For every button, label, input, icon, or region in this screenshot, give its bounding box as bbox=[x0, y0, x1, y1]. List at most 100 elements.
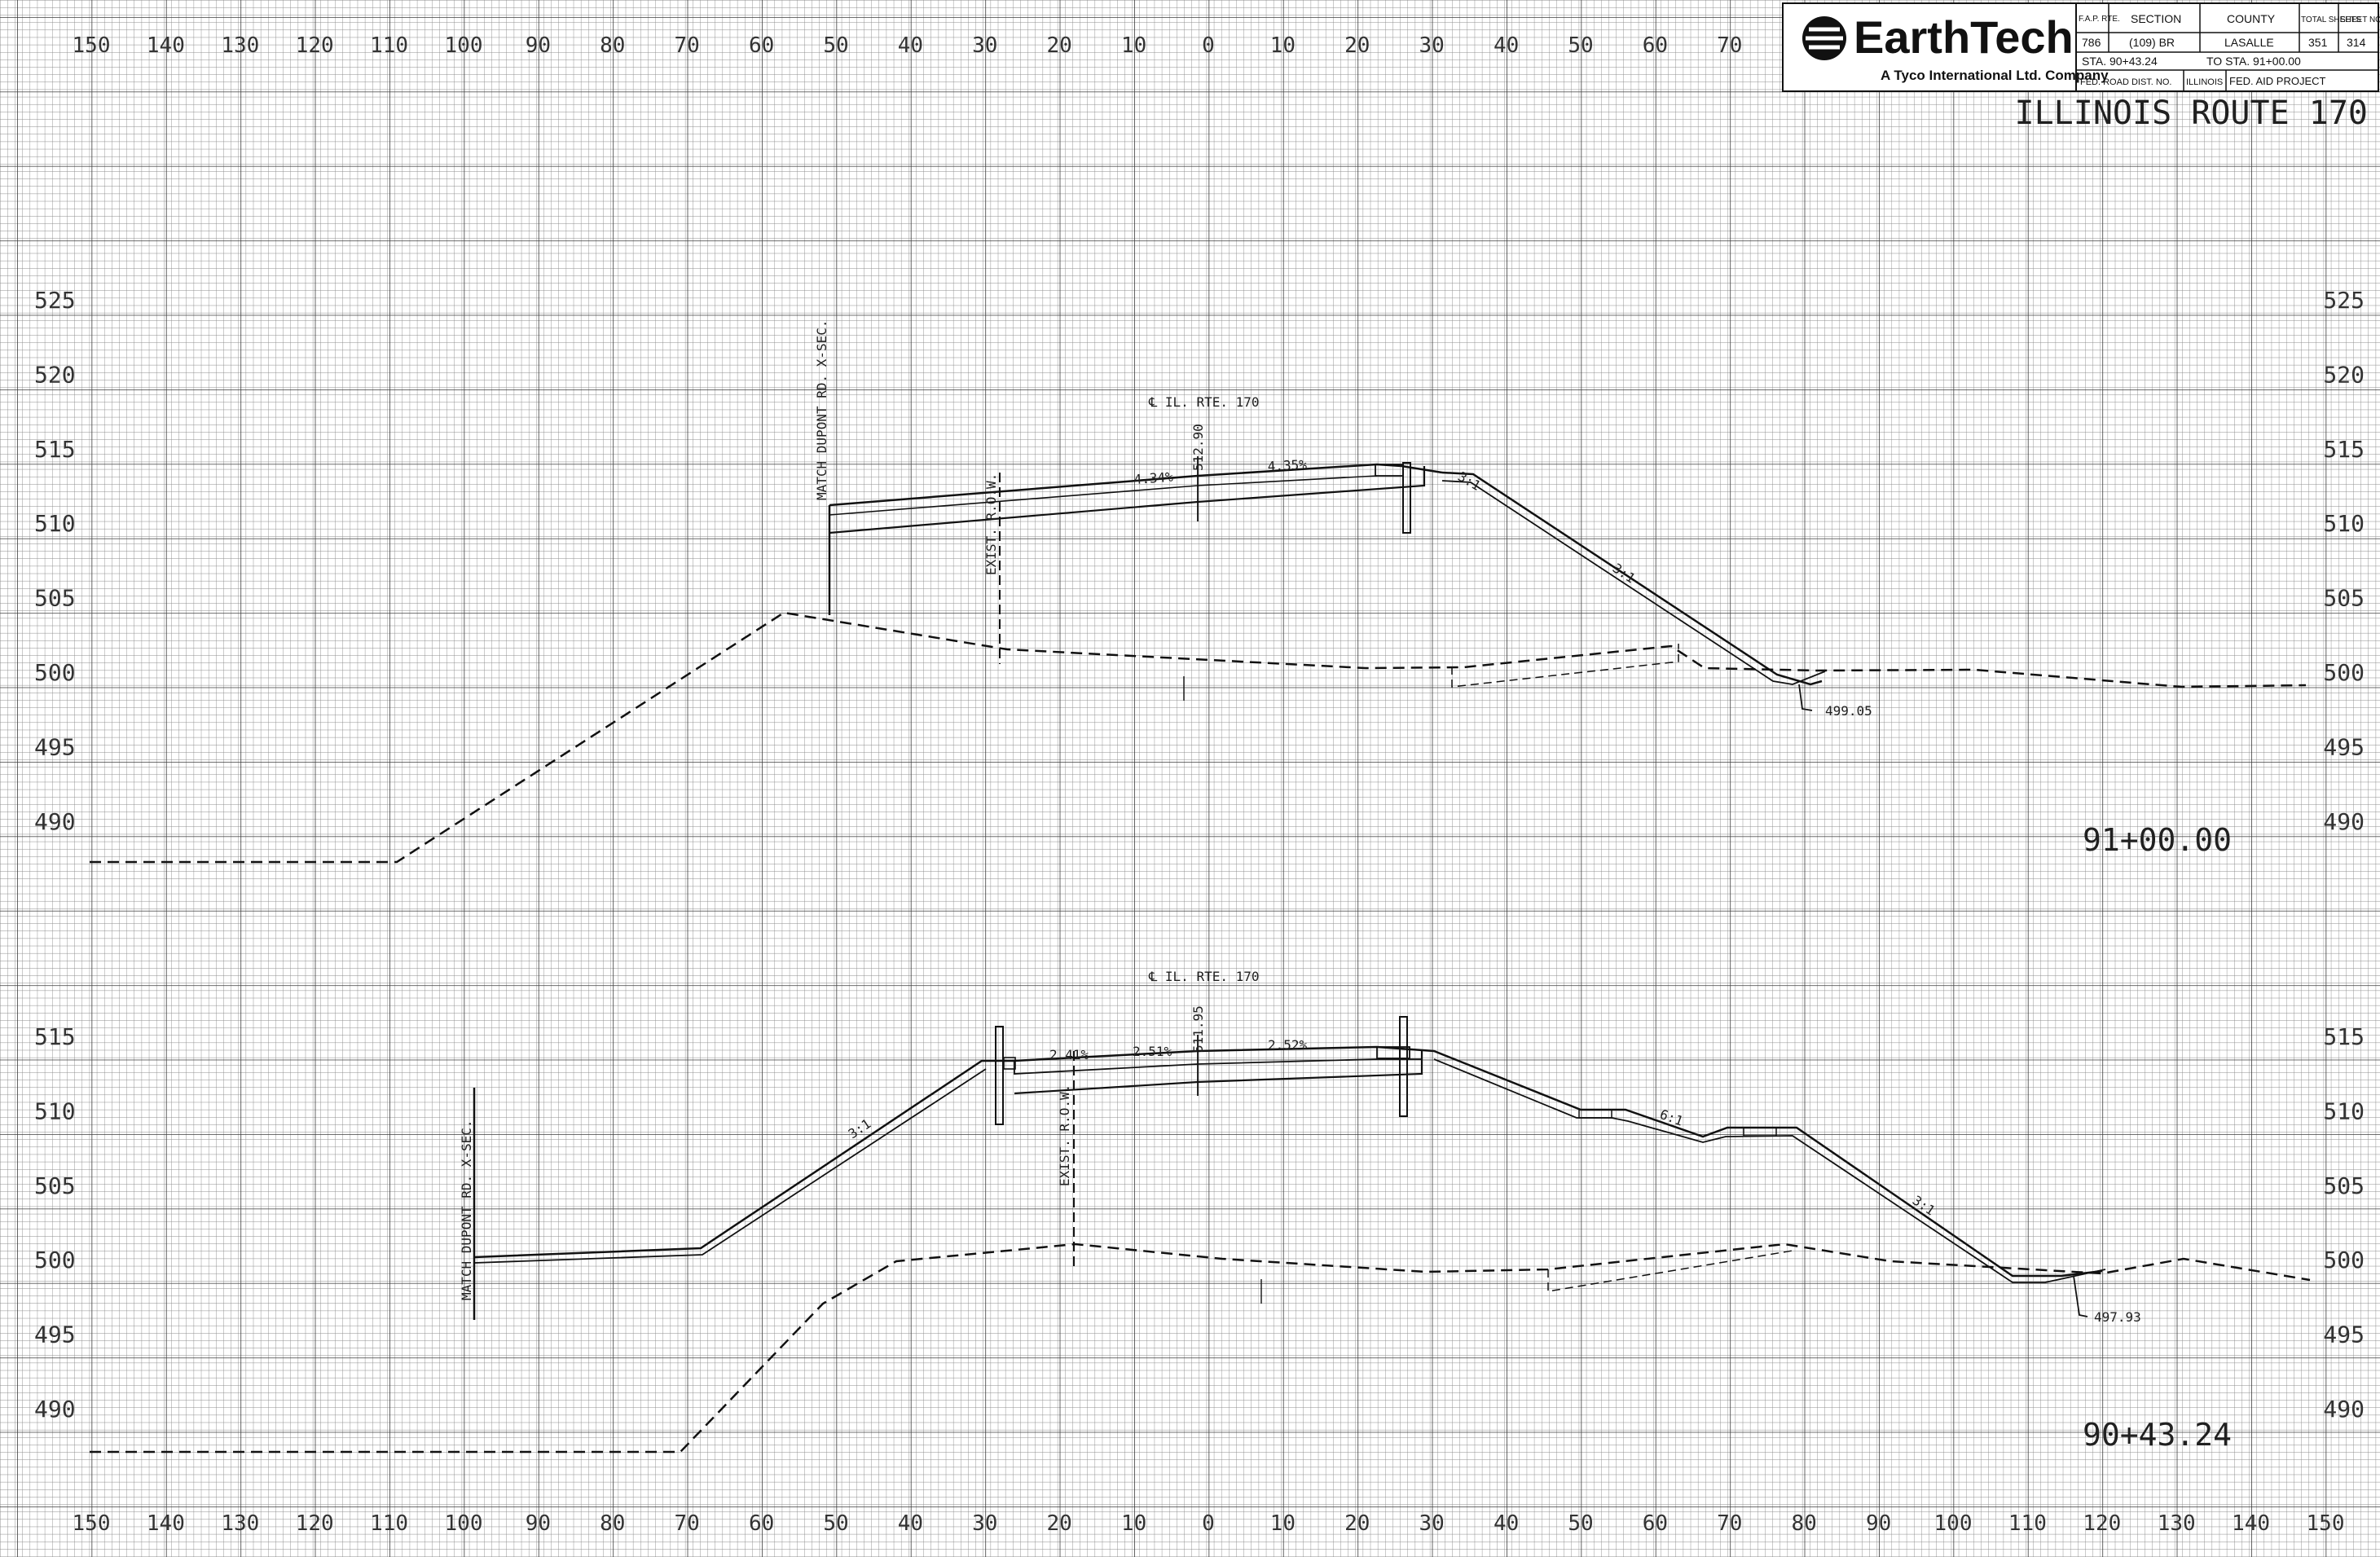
cross-slope-3: 2.52% bbox=[1268, 1037, 1308, 1053]
centerline-label: ℄ IL. RTE. 170 bbox=[1148, 394, 1260, 410]
county-header: COUNTY bbox=[2227, 12, 2276, 25]
cross-slope-2: 2.51% bbox=[1133, 1044, 1172, 1059]
elevation-tick-label: 490 bbox=[2323, 808, 2365, 835]
elevation-tick-label: 500 bbox=[34, 659, 76, 686]
offset-tick-label: 120 bbox=[2083, 1511, 2121, 1536]
station-from: STA. 90+43.24 bbox=[2082, 55, 2158, 68]
match-label: MATCH DUPONT RD. X-SEC. bbox=[814, 319, 829, 500]
centerline-elev: 511.95 bbox=[1190, 1005, 1206, 1053]
offset-tick-label: 0 bbox=[1202, 1511, 1215, 1536]
offset-tick-label: 90 bbox=[526, 1511, 551, 1536]
elevation-tick-label: 505 bbox=[34, 1172, 76, 1199]
match-label: MATCH DUPONT RD. X-SEC. bbox=[459, 1119, 474, 1300]
offset-tick-label: 100 bbox=[445, 1511, 483, 1536]
offset-tick-label: 110 bbox=[370, 33, 408, 58]
elevation-tick-label: 510 bbox=[34, 510, 76, 537]
cross-slope-right: 4.35% bbox=[1267, 456, 1307, 474]
offset-tick-label: 100 bbox=[445, 33, 483, 58]
station-label: 90+43.24 bbox=[2083, 1417, 2232, 1453]
offset-tick-label: 30 bbox=[972, 1511, 997, 1536]
existing-ground-line bbox=[90, 611, 2307, 864]
offset-tick-label: 50 bbox=[823, 33, 848, 58]
total-sheets-header: TOTAL SHEETS bbox=[2301, 15, 2361, 24]
offset-tick-label: 30 bbox=[1419, 33, 1445, 58]
offset-axis-top: 150 140 130 120 110 100 90 80 70 60 50 40 30 20 10 0 10 2… bbox=[73, 33, 1743, 58]
offset-tick-label: 40 bbox=[898, 33, 923, 58]
offset-tick-label: 110 bbox=[370, 1511, 408, 1536]
section-header: SECTION bbox=[2131, 12, 2181, 25]
company-tagline: A Tyco International Ltd. Company bbox=[1881, 68, 2109, 83]
offset-tick-label: 130 bbox=[221, 1511, 259, 1536]
ditch-elev: 497.93 bbox=[2094, 1309, 2141, 1325]
elevation-tick-label: 515 bbox=[2323, 1023, 2365, 1050]
elevation-tick-label: 490 bbox=[34, 808, 76, 835]
cross-slope-left: 4.34% bbox=[1133, 469, 1174, 487]
offset-tick-label: 50 bbox=[1568, 33, 1593, 58]
offset-tick-label: 10 bbox=[1121, 1511, 1146, 1536]
station-label: 91+00.00 bbox=[2083, 822, 2232, 858]
section-value: (109) BR bbox=[2129, 36, 2175, 49]
fed-road-dist: FED. ROAD DIST. NO. bbox=[2080, 77, 2171, 87]
row-label: EXIST. R.O.W. bbox=[1057, 1084, 1072, 1186]
total-sheets-value: 351 bbox=[2308, 36, 2328, 49]
offset-tick-label: 140 bbox=[2232, 1511, 2270, 1536]
elevation-tick-label: 520 bbox=[2323, 361, 2365, 388]
offset-tick-label: 20 bbox=[1344, 33, 1370, 58]
elevation-tick-label: 515 bbox=[34, 1023, 76, 1050]
offset-axis-bottom: 150 140 130 120 110 100 90 80 70 60 50 40 30 20 10 0 10 2… bbox=[73, 1511, 2345, 1536]
route-title: ILLINOIS ROUTE 170 bbox=[2015, 95, 2368, 132]
elevation-tick-label: 495 bbox=[34, 1322, 76, 1348]
county-value: LASALLE bbox=[2224, 36, 2274, 49]
offset-tick-label: 80 bbox=[600, 1511, 625, 1536]
offset-tick-label: 60 bbox=[1643, 33, 1668, 58]
offset-tick-label: 130 bbox=[2158, 1511, 2196, 1536]
offset-tick-label: 90 bbox=[1866, 1511, 1891, 1536]
offset-tick-label: 60 bbox=[749, 1511, 774, 1536]
offset-tick-label: 150 bbox=[2307, 1511, 2345, 1536]
offset-tick-label: 40 bbox=[898, 1511, 923, 1536]
offset-tick-label: 150 bbox=[73, 1511, 111, 1536]
offset-tick-label: 40 bbox=[1494, 33, 1519, 58]
sheet-no-header: SHEET NO. bbox=[2340, 15, 2380, 24]
offset-tick-label: 20 bbox=[1047, 33, 1072, 58]
offset-tick-label: 30 bbox=[1419, 1511, 1445, 1536]
offset-tick-label: 130 bbox=[221, 33, 259, 58]
elevation-tick-label: 495 bbox=[2323, 1322, 2365, 1348]
offset-tick-label: 120 bbox=[296, 33, 334, 58]
station-to: TO STA. 91+00.00 bbox=[2206, 55, 2301, 68]
offset-tick-label: 140 bbox=[147, 1511, 185, 1536]
ditch-elev: 499.05 bbox=[1825, 703, 1872, 719]
elevation-tick-label: 495 bbox=[34, 733, 76, 760]
earthtech-logo-icon bbox=[1802, 16, 1846, 60]
elevation-axis-section-2: 515 510 505 500 495 490 515 510 505 500 495 490 bbox=[34, 1023, 2365, 1423]
offset-tick-label: 50 bbox=[823, 1511, 848, 1536]
cross-section-90-43 bbox=[90, 1016, 2311, 1454]
offset-tick-label: 70 bbox=[675, 33, 700, 58]
offset-tick-label: 60 bbox=[1643, 1511, 1668, 1536]
elevation-tick-label: 500 bbox=[2323, 1247, 2365, 1273]
offset-tick-label: 10 bbox=[1270, 1511, 1296, 1536]
elevation-tick-label: 490 bbox=[34, 1396, 76, 1423]
row-label: EXIST. R.O.W. bbox=[983, 473, 999, 575]
rte-header: F.A.P. RTE. bbox=[2079, 15, 2120, 24]
elevation-tick-label: 495 bbox=[2323, 733, 2365, 760]
elevation-tick-label: 525 bbox=[2323, 287, 2365, 314]
offset-tick-label: 20 bbox=[1344, 1511, 1370, 1536]
offset-tick-label: 110 bbox=[2008, 1511, 2047, 1536]
company-name: EarthTech bbox=[1854, 11, 2074, 63]
elevation-tick-label: 505 bbox=[34, 585, 76, 612]
elevation-tick-label: 505 bbox=[2323, 1172, 2365, 1199]
offset-tick-label: 0 bbox=[1202, 33, 1215, 58]
elevation-tick-label: 515 bbox=[34, 436, 76, 463]
title-block: EarthTech A Tyco International Ltd. Comp… bbox=[1782, 2, 2380, 92]
elevation-tick-label: 520 bbox=[34, 361, 76, 388]
existing-ground-line bbox=[90, 1243, 2311, 1454]
cross-section-91-00 bbox=[90, 456, 2307, 864]
elevation-tick-label: 510 bbox=[34, 1097, 76, 1124]
centerline-label: ℄ IL. RTE. 170 bbox=[1148, 969, 1260, 984]
offset-tick-label: 140 bbox=[147, 33, 185, 58]
offset-tick-label: 40 bbox=[1494, 1511, 1519, 1536]
offset-tick-label: 10 bbox=[1270, 33, 1296, 58]
